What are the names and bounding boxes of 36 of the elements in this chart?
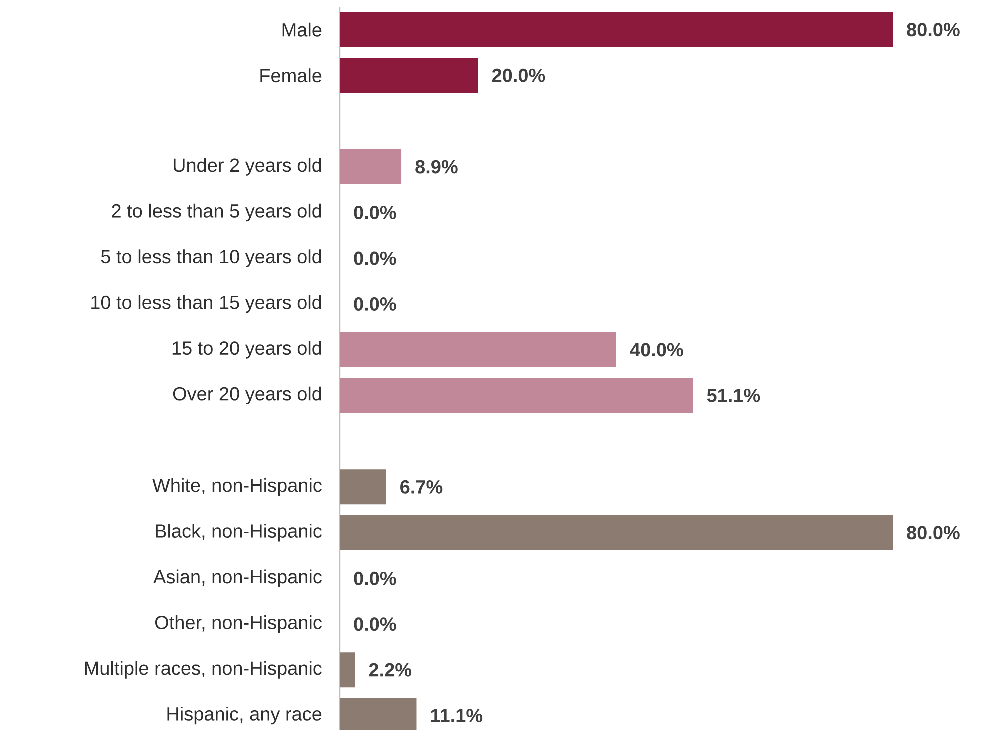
- bar: [340, 515, 893, 550]
- data-label: 0.0%: [354, 252, 396, 266]
- y-tick-label: 10 to less than 15 years old: [92, 295, 322, 314]
- bar: [340, 470, 386, 505]
- y-tick-label: Male: [282, 22, 322, 37]
- data-label: 80.0%: [907, 526, 960, 540]
- bar: [340, 332, 617, 368]
- bar: [340, 378, 694, 414]
- data-label: 51.1%: [707, 388, 760, 402]
- y-tick-label: Under 2 years old: [174, 158, 322, 176]
- data-label: 20.0%: [492, 68, 546, 82]
- data-label: 2.2%: [369, 663, 412, 677]
- y-tick-label: Hispanic, any race: [168, 706, 322, 725]
- bar: [340, 150, 402, 185]
- bar: [340, 12, 893, 48]
- y-tick-label: Female: [260, 68, 322, 83]
- data-label: 80.0%: [907, 23, 960, 37]
- data-label: 0.0%: [354, 572, 396, 586]
- data-label: 0.0%: [354, 298, 396, 311]
- bar: [340, 58, 478, 94]
- data-label: 6.7%: [400, 480, 443, 494]
- bar: [340, 652, 356, 688]
- y-tick-label: Over 20 years old: [173, 386, 322, 405]
- data-label: 0.0%: [354, 618, 396, 632]
- data-label: 0.0%: [354, 206, 396, 220]
- y-tick-label: Asian, non-Hispanic: [154, 570, 322, 588]
- data-label: 11.1%: [431, 709, 483, 722]
- y-tick-label: White, non-Hispanic: [152, 478, 322, 496]
- y-tick-label: 15 to 20 years old: [172, 341, 322, 359]
- data-label: 40.0%: [630, 343, 684, 357]
- y-tick-label: Black, non-Hispanic: [156, 524, 322, 542]
- y-tick-label: Other, non-Hispanic: [155, 615, 322, 634]
- data-label: 8.9%: [416, 160, 458, 174]
- y-tick-label: 2 to less than 5 years old: [112, 204, 322, 222]
- y-tick-label: Multiple races, non-Hispanic: [85, 661, 322, 679]
- y-tick-label: 5 to less than 10 years old: [101, 250, 322, 268]
